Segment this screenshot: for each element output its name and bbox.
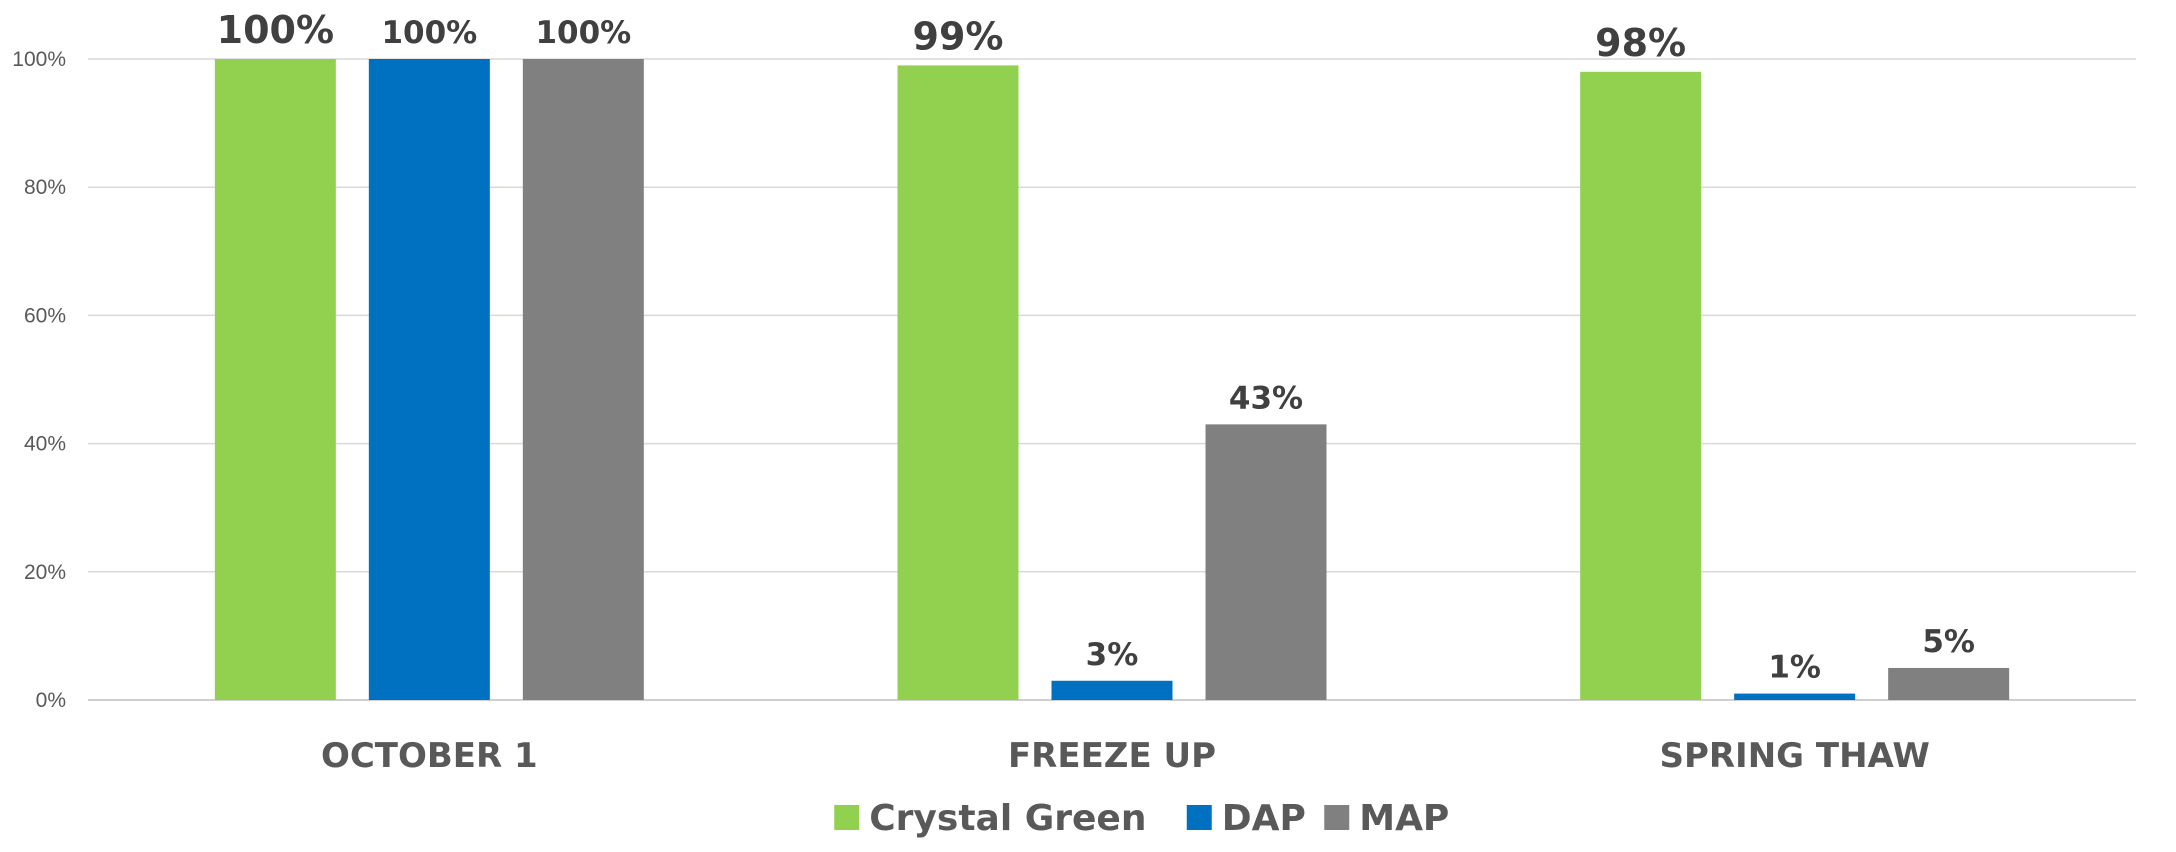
data-label: 3% [1086,637,1139,673]
legend-label: MAP [1359,798,1449,839]
legend-label: DAP [1222,798,1306,839]
y-tick-label: 0% [36,689,66,712]
legend: Crystal Green DAP MAP [834,798,1449,839]
bar-map [1888,667,2010,700]
y-tick-label: 100% [12,48,66,71]
y-tick-label: 40% [24,433,66,456]
y-axis-tick-labels: 0% 20% 40% 60% 80% 100% [12,48,66,712]
data-label: 5% [1922,624,1975,660]
bar-crystal-green [214,59,336,700]
bar-dap [368,59,490,700]
bar-crystal-green [897,65,1019,700]
bar-map [522,59,644,700]
legend-item-map: MAP [1324,798,1449,839]
data-label: 98% [1595,21,1686,65]
category-labels: OCTOBER 1 FREEZE UP SPRING THAW [321,736,1930,776]
bar-crystal-green [1580,71,1702,700]
legend-item-crystal-green: Crystal Green [834,798,1146,839]
data-label: 1% [1768,650,1821,686]
category-label: OCTOBER 1 [321,736,538,776]
bar-dap [1734,693,1856,700]
y-tick-label: 60% [24,304,66,327]
legend-swatch [1324,805,1350,830]
data-label: 43% [1229,380,1303,416]
data-label: 100% [381,15,477,51]
data-label: 100% [535,15,631,51]
data-label: 100% [217,8,334,52]
legend-label: Crystal Green [869,798,1146,839]
legend-swatch [1186,805,1212,830]
bar-dap [1051,680,1173,700]
bar-map [1205,424,1327,700]
legend-swatch [834,805,860,830]
legend-item-dap: DAP [1186,798,1306,839]
y-tick-label: 20% [24,561,66,584]
category-label: SPRING THAW [1659,736,1929,776]
y-tick-label: 80% [24,176,66,199]
data-label: 99% [913,14,1004,58]
category-label: FREEZE UP [1008,736,1216,776]
data-labels: 100% 100% 100% 99% 3% 43% 98% 1% 5% [217,8,1975,686]
bars [214,59,2010,700]
